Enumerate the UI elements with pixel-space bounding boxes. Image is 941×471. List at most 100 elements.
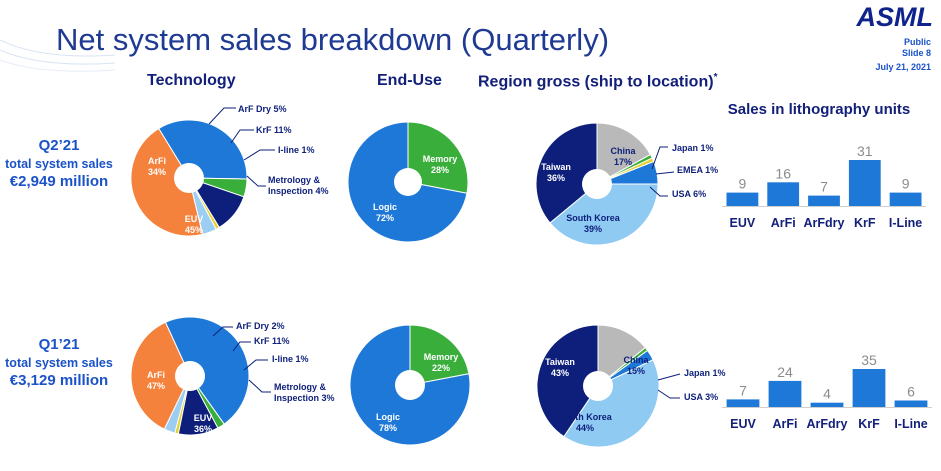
- callout-label-krf: KrF 11%: [254, 336, 290, 346]
- technology-heading: Technology: [147, 72, 236, 89]
- row-label-q2: Q2’21 total system sales €2,949 million: [0, 137, 118, 191]
- bar-category-arfi: ArFi: [771, 216, 796, 230]
- pie-slice-south-korea: [563, 359, 660, 448]
- callout-line-usa: [649, 186, 668, 197]
- bar-i-line: [889, 192, 922, 206]
- slice-label-south-korea: South Korea: [566, 213, 620, 223]
- slice-label-memory: Memory: [423, 154, 458, 164]
- bar-category-euv: EUV: [730, 216, 756, 230]
- slice-value-south-korea: 44%: [576, 423, 594, 433]
- slice-label-arfi: ArFi: [148, 156, 166, 166]
- bar-value-krf: 31: [857, 143, 873, 159]
- quarter-value: €2,949 million: [9, 173, 109, 190]
- end-use-heading: End-Use: [377, 72, 442, 89]
- bar-value-arfdry: 4: [823, 386, 831, 402]
- classification-label: Public: [903, 37, 931, 47]
- pie-slice-memory: [407, 121, 469, 194]
- slice-value-logic: 72%: [376, 213, 394, 223]
- callout-line-japan: [651, 146, 668, 170]
- pie-slice-taiwan: [536, 324, 599, 438]
- slice-label-taiwan: Taiwan: [541, 162, 571, 172]
- bar-value-krf: 35: [861, 352, 877, 368]
- lithography-heading: Sales in lithography units: [727, 101, 911, 118]
- callout-label-arf-dry: ArF Dry 2%: [236, 321, 285, 331]
- bar-value-euv: 9: [739, 176, 747, 192]
- quarter-value: €3,129 million: [9, 372, 109, 389]
- quarter-label: Q1’21: [38, 336, 80, 353]
- bar-i-line: [894, 400, 928, 407]
- slice-value-memory: 28%: [431, 165, 449, 175]
- decorative-swoosh: [0, 39, 116, 72]
- bar-category-krf: KrF: [858, 417, 880, 431]
- date-label: July 21, 2021: [875, 62, 931, 72]
- slice-value-china: 15%: [627, 366, 645, 376]
- slice-label-china: China: [610, 146, 636, 156]
- callout-line-metrology-inspection: [248, 379, 271, 393]
- slice-value-taiwan: 43%: [551, 368, 569, 378]
- bar-value-arfi: 24: [777, 364, 793, 380]
- bar-category-arfdry: ArFdry: [804, 216, 845, 230]
- bar-krf: [852, 369, 886, 407]
- bar-value-i-line: 6: [907, 384, 915, 400]
- callout-line-usa: [657, 389, 680, 399]
- slide-number: Slide 8: [901, 48, 931, 58]
- region-heading: Region gross (ship to location)*: [478, 72, 717, 91]
- bar-value-i-line: 9: [902, 176, 910, 192]
- callout-line-arf-dry: [208, 107, 236, 125]
- slice-value-memory: 22%: [432, 363, 450, 373]
- bar-value-euv: 7: [739, 382, 747, 398]
- slice-value-arfi: 47%: [147, 381, 165, 391]
- slice-label-arfi: ArFi: [147, 370, 165, 380]
- callout-label-i-line: I-line 1%: [272, 354, 309, 364]
- pie-hole: [175, 361, 205, 391]
- slice-value-south-korea: 39%: [584, 224, 602, 234]
- pie-slice-china: [597, 324, 647, 388]
- bar-category-euv: EUV: [730, 417, 756, 431]
- pie-slice-china: [596, 122, 652, 185]
- pie-slice-logic: [349, 324, 471, 446]
- page-title: Net system sales breakdown (Quarterly): [56, 22, 610, 57]
- pie-slice-euv: [130, 321, 191, 430]
- callout-line-krf: [232, 341, 251, 352]
- slice-value-taiwan: 36%: [547, 173, 565, 183]
- slice-value-china: 17%: [614, 157, 632, 167]
- slice-value-euv: 36%: [194, 424, 212, 434]
- callout-label-usa: USA 3%: [684, 392, 718, 402]
- slice-label-euv: EUV: [185, 214, 204, 224]
- callout-label-metrology-inspection: Metrology &: [274, 382, 327, 392]
- callout-line-krf: [230, 129, 254, 144]
- slice-label-logic: Logic: [376, 412, 400, 422]
- callout-label-arf-dry: ArF Dry 5%: [238, 104, 287, 114]
- callout-value-metrology-inspection: Inspection 4%: [268, 186, 329, 196]
- bar-category-i-line: I-Line: [889, 216, 922, 230]
- callout-label-japan: Japan 1%: [684, 368, 726, 378]
- pie-slice-memory: [409, 324, 470, 386]
- callout-line-i-line: [243, 149, 275, 161]
- region-heading-text: Region gross (ship to location): [478, 73, 714, 91]
- callout-line-i-line: [243, 359, 268, 371]
- slice-label-memory: Memory: [424, 352, 459, 362]
- callout-label-metrology-inspection: Metrology &: [268, 175, 321, 185]
- slice-value-arfi: 34%: [148, 167, 166, 177]
- callout-label-japan: Japan 1%: [672, 143, 714, 153]
- quarter-label: Q2’21: [38, 137, 80, 154]
- region-footnote-mark: *: [713, 72, 718, 83]
- bar-arfdry: [808, 195, 840, 206]
- pie-slice-south-korea: [549, 183, 659, 246]
- pie-hole: [394, 168, 422, 196]
- row-label-q1: Q1’21 total system sales €3,129 million: [0, 336, 118, 390]
- slice-label-logic: Logic: [373, 202, 397, 212]
- slice-label-china: China: [623, 355, 649, 365]
- pie-slice-taiwan: [535, 122, 598, 224]
- litho-q2-bar-chart: 9 EUV 16 ArFi 7 ArFdry 31 KrF 9 I-Line: [722, 143, 926, 230]
- bar-value-arfi: 16: [775, 165, 791, 181]
- litho-q1-bar-chart: 7 EUV 24 ArFi 4 ArFdry 35 KrF 6 I-Line: [722, 352, 932, 431]
- pie-slice-arfi: [164, 316, 250, 425]
- slice-value-logic: 78%: [379, 423, 397, 433]
- bar-category-arfdry: ArFdry: [807, 417, 848, 431]
- callout-value-metrology-inspection: Inspection 3%: [274, 393, 335, 403]
